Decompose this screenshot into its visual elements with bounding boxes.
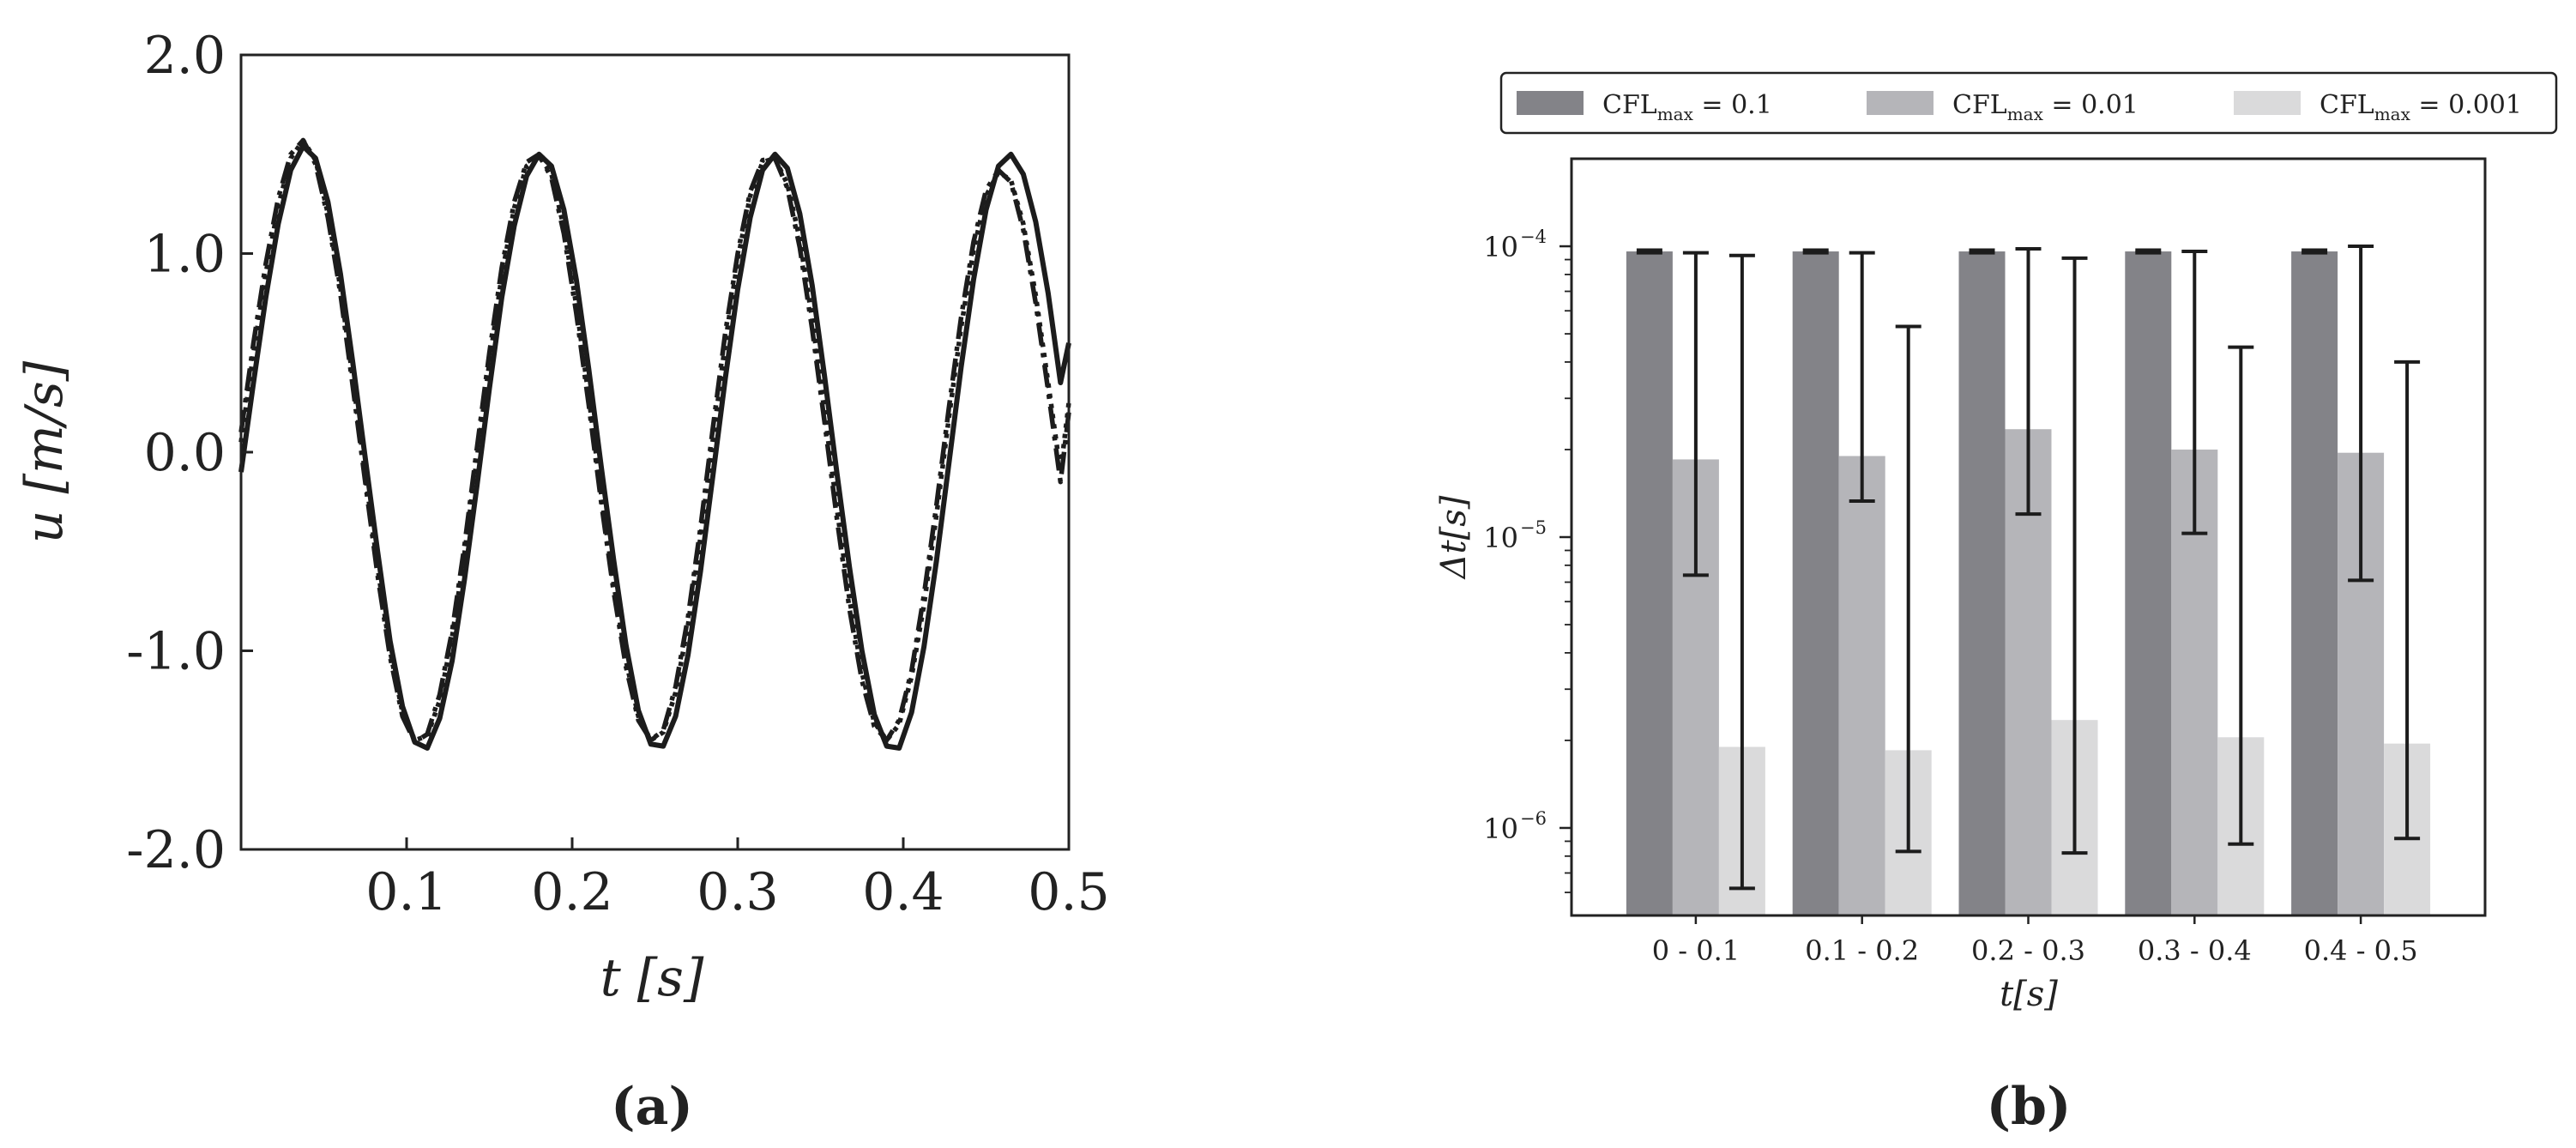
panel-b-bar-series-1-cat-5 [2291, 251, 2338, 915]
panel-b-y-tick-base: 10 [1483, 522, 1518, 554]
panel-b-bar-series-1-cat-1 [1626, 251, 1673, 915]
panel-a-x-tick-label: 0.1 [365, 862, 447, 922]
panel-b-x-tick-label: 0.2 - 0.3 [1971, 934, 2085, 967]
panel-a-y-tick-label: -1.0 [126, 622, 226, 682]
panel-a-series-line-2-dashdot [238, 137, 1071, 745]
panel-b-y-tick-label: 10 −4 [1483, 227, 1547, 263]
panel-b-error-bar-series-3-cat-2 [1895, 324, 1921, 854]
panel-b-y-tick-label: 10 −5 [1483, 517, 1547, 554]
panel-b-error-bars-group [1636, 245, 2421, 891]
panel-b-x-tick-label: 0 - 0.1 [1652, 934, 1740, 967]
panel-b-bar-series-1-cat-4 [2125, 251, 2172, 915]
panel-b-bars-group [1626, 251, 2431, 915]
panel-b-legend: CFLmax = 0.1 CFLmax = 0.01 CFLmax = 0.001 [1499, 71, 2558, 135]
panel-b-x-ticks: 0 - 0.1 0.1 - 0.2 0.2 - 0.3 0.3 - 0.4 0.4 - … [1652, 915, 2418, 967]
panel-b-bar-series-2-cat-2 [1838, 456, 1885, 915]
panel-b-error-bar-series-3-cat-5 [2394, 360, 2421, 841]
panel-b-error-bar-series-3-cat-4 [2228, 345, 2254, 846]
panel-b-x-tick-label: 0.3 - 0.4 [2138, 934, 2252, 967]
panel-b-legend-swatch [1867, 91, 1934, 115]
panel-b-legend-item-1: CFLmax = 0.1 [1517, 90, 1772, 124]
panel-b-y-tick-exponent: −6 [1520, 808, 1547, 829]
panel-a-x-ticks: 0.1 0.2 0.3 0.4 0.5 [365, 837, 1110, 922]
panel-b-y-tick-exponent: −5 [1520, 517, 1547, 538]
panel-b-legend-swatch [2234, 91, 2301, 115]
panel-b-y-axis-label: Δt[s] [1434, 495, 1474, 580]
panel-b-legend-label: CFLmax = 0.001 [2320, 90, 2522, 124]
panel-b-y-tick-label: 10 −6 [1483, 808, 1547, 845]
panel-b-x-tick-label: 0.1 - 0.2 [1805, 934, 1919, 967]
panel-b-legend-item-2: CFLmax = 0.01 [1867, 90, 2139, 124]
panel-b-legend-label: CFLmax = 0.1 [1602, 90, 1772, 124]
panel-b-error-bar-series-3-cat-3 [2061, 256, 2088, 855]
panel-b-x-tick-label: 0.4 - 0.5 [2304, 934, 2418, 967]
panel-b-error-bar-series-2-cat-3 [2015, 247, 2042, 517]
panel-a-x-tick-label: 0.2 [531, 862, 612, 922]
panel-b-bar-series-1-cat-2 [1792, 251, 1839, 915]
panel-b-y-tick-base: 10 [1483, 813, 1518, 845]
panel-b-legend-swatch [1517, 91, 1584, 115]
panel-b-y-tick-base: 10 [1483, 231, 1518, 263]
panel-b-error-bar-series-1-cat-1 [1636, 248, 1662, 255]
panel-b-error-bar-series-3-cat-1 [1728, 253, 1755, 891]
panel-b-legend-label: CFLmax = 0.01 [1952, 90, 2139, 124]
panel-b-caption: (b) [1987, 1077, 2072, 1137]
panel-a-y-tick-label: 1.0 [144, 225, 226, 285]
panel-b-error-bar-series-1-cat-2 [1802, 248, 1829, 255]
panel-b-error-bar-series-1-cat-3 [1969, 248, 1995, 255]
panel-a-x-axis-label: t [s] [600, 948, 704, 1008]
panel-a-y-axis-label: u [m/s] [15, 360, 75, 543]
panel-b-y-tick-exponent: −4 [1520, 227, 1547, 247]
panel-b-error-bar-series-2-cat-4 [2181, 250, 2208, 535]
panel-a-series-group [238, 137, 1071, 751]
panel-b-error-bar-series-1-cat-5 [2302, 248, 2328, 255]
panel-a-caption: (a) [611, 1077, 693, 1137]
panel-a-y-tick-label: 0.0 [144, 423, 226, 483]
panel-b-error-bar-series-1-cat-4 [2135, 248, 2162, 255]
panel-b-x-axis-label: t[s] [2000, 975, 2058, 1014]
panel-b-error-bar-series-2-cat-2 [1849, 251, 1875, 504]
panel-a-y-tick-label: -2.0 [126, 820, 226, 880]
panel-a-x-tick-label: 0.4 [862, 862, 944, 922]
panel-a-y-tick-label: 2.0 [144, 26, 226, 86]
panel-b-legend-item-3: CFLmax = 0.001 [2234, 90, 2522, 124]
panel-b-error-bar-series-2-cat-1 [1682, 251, 1709, 577]
panel-b-legend-frame [1499, 71, 2558, 135]
panel-a-x-tick-label: 0.5 [1028, 862, 1109, 922]
panel-b-error-bar-series-2-cat-5 [2348, 245, 2374, 583]
panel-b-bar-series-1-cat-3 [1958, 251, 2006, 915]
panel-a-x-tick-label: 0.3 [697, 862, 778, 922]
panel-a-y-ticks: -2.0 -1.0 0.0 1.0 2.0 [126, 26, 253, 880]
panel-b-y-ticks: 10−610−510−4 [1483, 227, 1572, 894]
panel-b-bar-chart: CFLmax = 0.1 CFLmax = 0.01 CFLmax = 0.001 … [1434, 71, 2558, 1137]
panel-a-line-chart: 0.1 0.2 0.3 0.4 0.5 -2.0-1.00.01.02.0 t [s] … [15, 26, 1110, 1137]
